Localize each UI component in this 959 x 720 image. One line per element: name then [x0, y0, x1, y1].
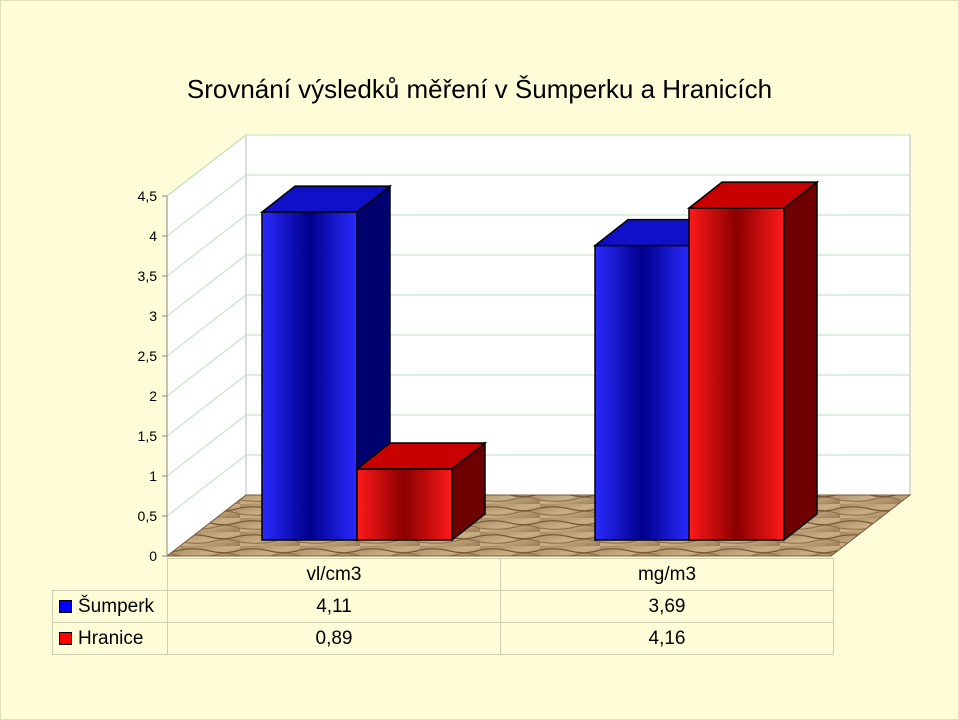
- y-tick-label: 1,5: [138, 428, 158, 444]
- bar-front: [688, 207, 785, 541]
- y-tick-label: 3: [149, 308, 157, 324]
- data-label: 4,16: [500, 622, 834, 655]
- gridline: [166, 174, 910, 237]
- legend-entry: Hranice: [52, 622, 168, 655]
- category-label: vl/cm3: [167, 558, 501, 591]
- legend-swatch: [59, 631, 72, 645]
- table-row: Hranice 0,89 4,16: [52, 622, 834, 655]
- side-wall: [166, 133, 247, 558]
- y-tick-label: 4,5: [138, 188, 158, 204]
- gridline: [166, 134, 910, 197]
- y-tick-label: 0,5: [138, 508, 158, 524]
- bar-front: [261, 211, 358, 541]
- legend-swatch: [59, 599, 72, 613]
- data-table: vl/cm3 mg/m3 Šumperk 4,11 3,69 Hranice 0…: [52, 558, 834, 655]
- table-corner: [52, 558, 168, 591]
- y-tick-label: 2,5: [138, 348, 158, 364]
- series-name: Šumperk: [78, 595, 155, 617]
- bar: [354, 441, 488, 542]
- data-label: 4,11: [167, 590, 501, 623]
- bar: [686, 180, 820, 542]
- series-name: Hranice: [78, 627, 144, 649]
- y-tick-label: 4: [149, 228, 157, 244]
- bar-side: [783, 180, 818, 542]
- data-label: 0,89: [167, 622, 501, 655]
- bar-front: [594, 244, 691, 541]
- y-tick-label: 2: [149, 388, 157, 404]
- table-header-row: vl/cm3 mg/m3: [52, 558, 834, 591]
- data-label: 3,69: [500, 590, 834, 623]
- y-tick-label: 1: [149, 468, 157, 484]
- y-tick-label: 3,5: [138, 268, 158, 284]
- table-row: Šumperk 4,11 3,69: [52, 590, 834, 623]
- chart-title: Srovnání výsledků měření v Šumperku a Hr…: [186, 74, 773, 104]
- legend-entry: Šumperk: [52, 590, 168, 623]
- category-label: mg/m3: [500, 558, 834, 591]
- bar-front: [356, 468, 453, 541]
- y-tick-label: 0: [149, 548, 157, 564]
